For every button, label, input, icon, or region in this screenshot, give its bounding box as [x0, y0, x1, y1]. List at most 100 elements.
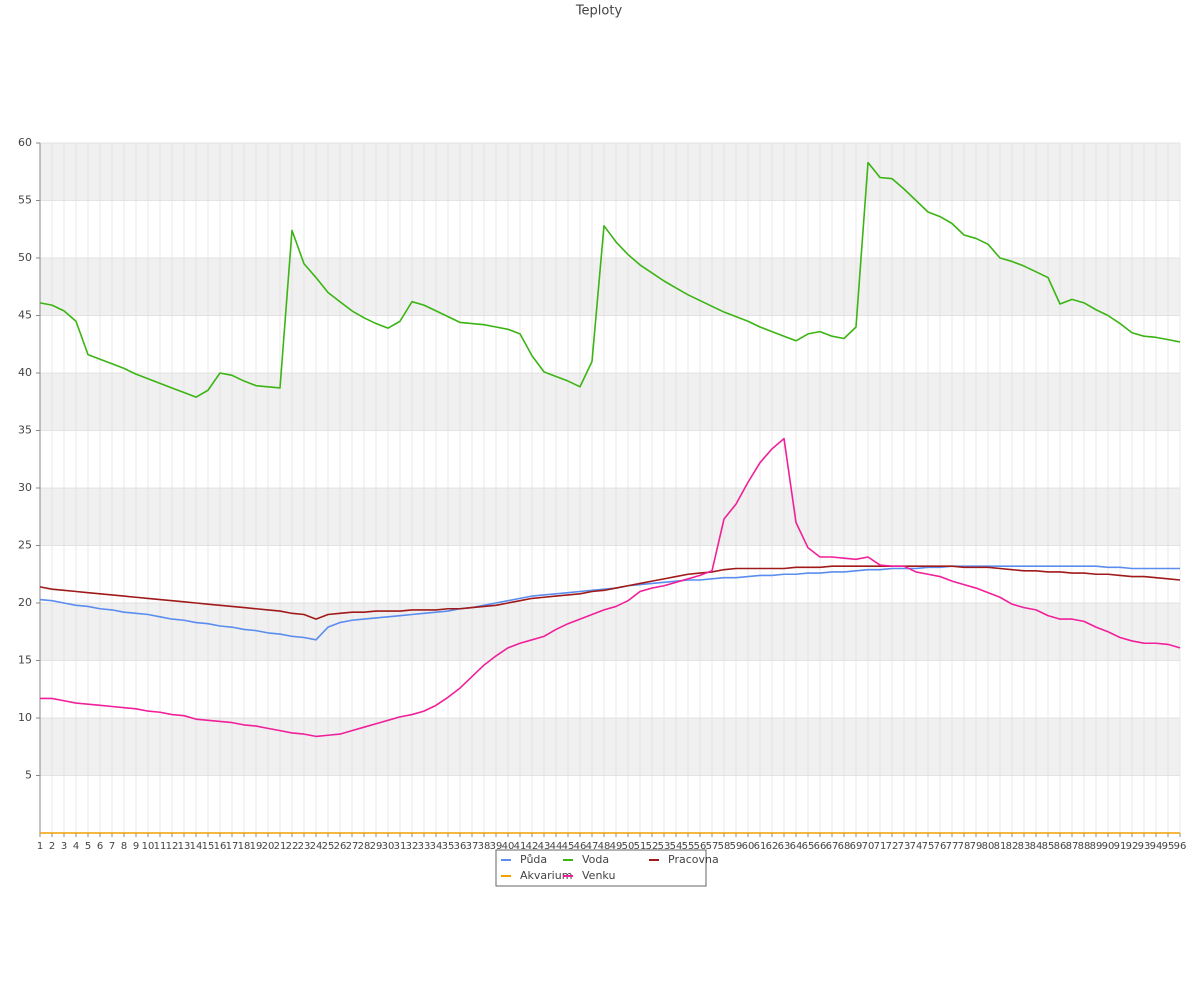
x-tick-label: 10 — [142, 841, 155, 852]
grid-band — [40, 373, 1180, 431]
x-tick-label: 39 — [490, 841, 503, 852]
x-tick-label: 32 — [406, 841, 419, 852]
x-tick-label: 16 — [214, 841, 227, 852]
x-tick-label: 17 — [226, 841, 239, 852]
legend-label: Půda — [520, 853, 547, 866]
x-tick-label: 66 — [814, 841, 827, 852]
x-tick-label: 61 — [754, 841, 767, 852]
x-tick-label: 45 — [562, 841, 575, 852]
y-tick-label: 55 — [18, 194, 32, 207]
x-tick-label: 89 — [1090, 841, 1103, 852]
x-tick-label: 55 — [682, 841, 695, 852]
x-tick-label: 76 — [934, 841, 947, 852]
legend-label: Venku — [582, 869, 615, 882]
x-tick-label: 23 — [298, 841, 311, 852]
x-tick-label: 67 — [826, 841, 839, 852]
y-tick-label: 50 — [18, 251, 32, 264]
x-tick-label: 59 — [730, 841, 743, 852]
x-tick-label: 95 — [1162, 841, 1175, 852]
x-tick-label: 48 — [598, 841, 611, 852]
x-tick-label: 43 — [538, 841, 551, 852]
x-tick-label: 42 — [526, 841, 539, 852]
x-tick-label: 49 — [610, 841, 623, 852]
legend: Půda Voda Pracovna Akvarium Venku — [495, 849, 719, 887]
x-tick-label: 82 — [1006, 841, 1019, 852]
x-tick-label: 77 — [946, 841, 959, 852]
y-tick-label: 25 — [18, 539, 32, 552]
y-tick-label: 60 — [18, 136, 32, 149]
x-tick-label: 88 — [1078, 841, 1091, 852]
x-tick-label: 28 — [358, 841, 371, 852]
x-tick-label: 96 — [1174, 841, 1187, 852]
legend-box — [495, 849, 707, 887]
x-tick-label: 15 — [202, 841, 215, 852]
x-tick-label: 87 — [1066, 841, 1079, 852]
grid-band — [40, 718, 1180, 776]
series-line — [40, 437, 1181, 738]
x-tick-label: 27 — [346, 841, 359, 852]
x-tick-label: 79 — [970, 841, 983, 852]
x-tick-label: 3 — [61, 841, 67, 852]
x-tick-label: 91 — [1114, 841, 1127, 852]
x-tick-label: 86 — [1054, 841, 1067, 852]
x-tick-label: 78 — [958, 841, 971, 852]
x-tick-label: 71 — [874, 841, 887, 852]
x-tick-label: 11 — [154, 841, 167, 852]
grid-band — [40, 258, 1180, 316]
x-tick-label: 20 — [262, 841, 275, 852]
grid-band — [40, 488, 1180, 546]
x-tick-label: 93 — [1138, 841, 1151, 852]
x-tick-label: 29 — [370, 841, 383, 852]
chart-title: Teploty — [575, 4, 623, 19]
x-tick-label: 25 — [322, 841, 335, 852]
x-tick-label: 5 — [85, 841, 91, 852]
x-tick-label: 94 — [1150, 841, 1163, 852]
x-tick-label: 14 — [190, 841, 203, 852]
x-tick-label: 69 — [850, 841, 863, 852]
x-tick-label: 50 — [622, 841, 635, 852]
x-tick-label: 73 — [898, 841, 911, 852]
x-tick-label: 37 — [466, 841, 479, 852]
x-tick-label: 74 — [910, 841, 923, 852]
x-tick-label: 53 — [658, 841, 671, 852]
y-tick-label: 15 — [18, 654, 32, 667]
series-line — [39, 161, 1181, 398]
x-tick-label: 2 — [49, 841, 55, 852]
x-tick-label: 65 — [802, 841, 815, 852]
x-tick-label: 36 — [454, 841, 467, 852]
x-tick-label: 22 — [286, 841, 299, 852]
y-tick-label: 5 — [25, 769, 32, 782]
x-tick-label: 51 — [634, 841, 647, 852]
x-tick-label: 6 — [97, 841, 103, 852]
x-tick-label: 63 — [778, 841, 791, 852]
x-tick-label: 58 — [718, 841, 731, 852]
grid-band — [40, 143, 1180, 201]
y-tick-label: 20 — [18, 596, 32, 609]
legend-label: Voda — [582, 853, 609, 866]
x-tick-label: 1 — [37, 841, 43, 852]
x-tick-label: 90 — [1102, 841, 1115, 852]
x-tick-label: 31 — [394, 841, 407, 852]
x-tick-label: 57 — [706, 841, 719, 852]
x-tick-label: 72 — [886, 841, 899, 852]
x-tick-label: 62 — [766, 841, 779, 852]
x-tick-label: 13 — [178, 841, 191, 852]
x-tick-label: 46 — [574, 841, 587, 852]
x-tick-label: 26 — [334, 841, 347, 852]
x-tick-label: 47 — [586, 841, 599, 852]
x-tick-label: 70 — [862, 841, 875, 852]
x-tick-label: 40 — [502, 841, 515, 852]
x-tick-label: 64 — [790, 841, 803, 852]
x-tick-label: 68 — [838, 841, 851, 852]
y-tick-label: 10 — [18, 711, 32, 724]
x-tick-label: 18 — [238, 841, 251, 852]
x-tick-label: 12 — [166, 841, 179, 852]
x-tick-label: 80 — [982, 841, 995, 852]
x-tick-label: 9 — [133, 841, 139, 852]
y-tick-label: 35 — [18, 424, 32, 437]
x-tick-label: 33 — [418, 841, 431, 852]
x-tick-label: 41 — [514, 841, 527, 852]
x-tick-label: 81 — [994, 841, 1007, 852]
x-tick-label: 24 — [310, 841, 323, 852]
